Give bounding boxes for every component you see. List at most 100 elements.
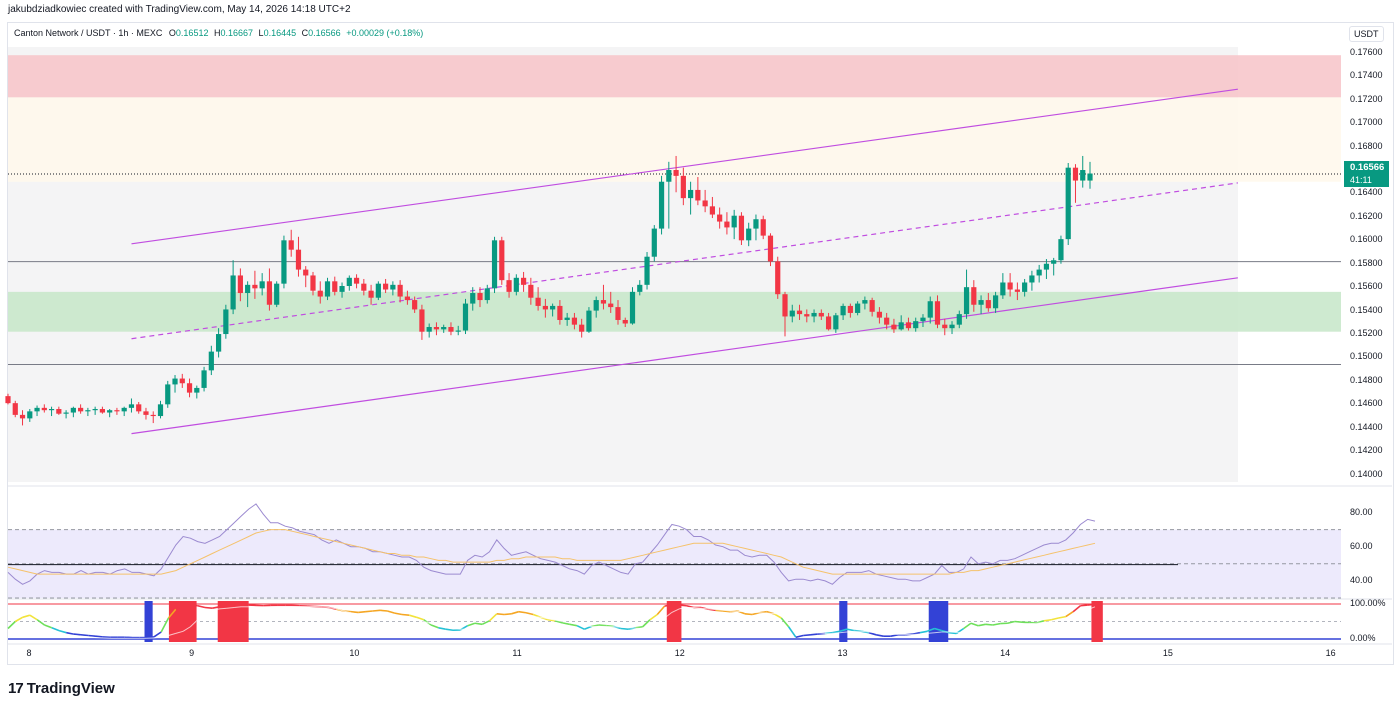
rsi-ma-line — [7, 529, 1096, 575]
last-price-value: 0.16566 — [1350, 162, 1385, 173]
symbol-legend[interactable]: Canton Network / USDT · 1h · MEXC O0.165… — [14, 28, 423, 38]
price-zone-2 — [8, 291, 1341, 332]
osc-line-segment — [810, 630, 818, 634]
candle-body — [644, 256, 650, 285]
osc-line-segment — [985, 626, 993, 629]
osc-line-segment — [992, 622, 1001, 626]
osc-line-segment — [22, 614, 31, 619]
osc-line-segment — [7, 620, 16, 630]
candle-body — [513, 277, 519, 292]
candle-body — [600, 300, 607, 304]
candle-body — [63, 412, 69, 414]
price-tick-label: 0.15200 — [1350, 328, 1383, 339]
candle-body — [956, 314, 962, 325]
brand-name: TradingView — [26, 680, 115, 697]
candle-body — [5, 396, 11, 404]
price-tick-label: 0.17000 — [1350, 117, 1383, 128]
candle-body — [448, 327, 454, 332]
osc-line-segment — [1072, 612, 1081, 618]
osc-line-segment — [474, 627, 483, 629]
osc-line-segment — [358, 610, 366, 614]
osc-line-segment — [183, 604, 191, 607]
change-value: +0.00029 (+0.18%) — [346, 28, 424, 38]
osc-line-segment — [197, 604, 206, 609]
candle-body — [1072, 167, 1079, 181]
candle-body — [579, 324, 585, 332]
candle-body — [666, 170, 672, 182]
osc-line-segment — [555, 619, 563, 622]
osc-line-segment — [781, 614, 789, 618]
candle-body — [593, 300, 599, 311]
candle-body — [753, 219, 759, 229]
osc-line-segment — [715, 609, 724, 612]
osc-line-segment — [372, 614, 381, 617]
osc-line-segment — [1080, 604, 1088, 607]
osc-line-segment — [358, 614, 366, 617]
high-value: 0.16667 — [220, 28, 254, 38]
candle-body — [840, 305, 846, 316]
osc-line-segment — [569, 622, 578, 625]
time-tick-label: 8 — [26, 648, 32, 658]
osc-line-segment — [1051, 619, 1059, 622]
channel-line-upper — [131, 88, 1238, 245]
osc-line-segment — [562, 622, 570, 626]
osc-line-segment — [372, 609, 381, 612]
currency-selector[interactable]: USDT — [1349, 26, 1384, 42]
osc-line-segment — [58, 632, 67, 636]
candle-body — [1043, 263, 1050, 270]
candle-body — [1022, 282, 1028, 292]
tradingview-brand[interactable]: 17 TradingView — [8, 680, 115, 697]
candle-body — [27, 411, 33, 419]
osc-line-segment — [861, 630, 869, 633]
osc-line-segment — [401, 616, 410, 619]
osc-line-segment — [409, 617, 417, 621]
osc-line-segment — [562, 621, 570, 624]
osc-line-segment — [423, 621, 432, 625]
candle-body — [782, 294, 788, 317]
osc-line-segment — [29, 629, 38, 632]
price-tick-label: 0.15400 — [1350, 304, 1383, 315]
candle-body — [688, 189, 694, 199]
oscillator-tick-label: 100.00% — [1350, 598, 1386, 608]
candle-body — [230, 275, 236, 310]
candle-body — [70, 407, 76, 413]
candle-body — [992, 295, 999, 309]
candle-body — [658, 181, 665, 229]
osc-line-segment — [722, 610, 731, 613]
osc-line-segment — [467, 622, 476, 627]
candle-body — [804, 314, 810, 317]
time-tick-label: 9 — [189, 648, 195, 658]
price-tick-label: 0.17200 — [1350, 93, 1383, 104]
price-zone-0 — [8, 55, 1341, 98]
candle-body — [651, 228, 657, 257]
osc-line-segment — [380, 614, 388, 616]
osc-line-segment — [715, 609, 723, 611]
osc-line-segment — [934, 627, 943, 632]
rsi-line — [7, 503, 1096, 585]
osc-line-segment — [868, 631, 877, 634]
open-value: 0.16512 — [175, 28, 209, 38]
osc-line-segment — [197, 613, 206, 621]
osc-line-segment — [343, 610, 351, 614]
high-label: H — [213, 28, 221, 38]
candle-body — [34, 407, 40, 412]
osc-line-segment — [146, 636, 154, 639]
candle-body — [484, 288, 490, 301]
candle-body — [528, 284, 534, 298]
osc-signal-block-0 — [144, 601, 153, 642]
osc-line-segment — [795, 622, 804, 629]
osc-line-segment — [321, 606, 330, 608]
time-tick-label: 15 — [1162, 648, 1173, 658]
candle-body — [223, 309, 229, 335]
candle-body — [404, 296, 410, 301]
candle-body — [775, 261, 781, 295]
osc-line-segment — [1007, 624, 1015, 627]
candle-body — [796, 310, 803, 315]
osc-line-segment — [701, 607, 709, 610]
osc-line-segment — [190, 619, 199, 628]
price-zone-1 — [8, 97, 1341, 182]
osc-line-segment — [488, 613, 498, 622]
osc-line-segment — [642, 619, 651, 628]
price-tick-label: 0.15800 — [1350, 257, 1383, 268]
